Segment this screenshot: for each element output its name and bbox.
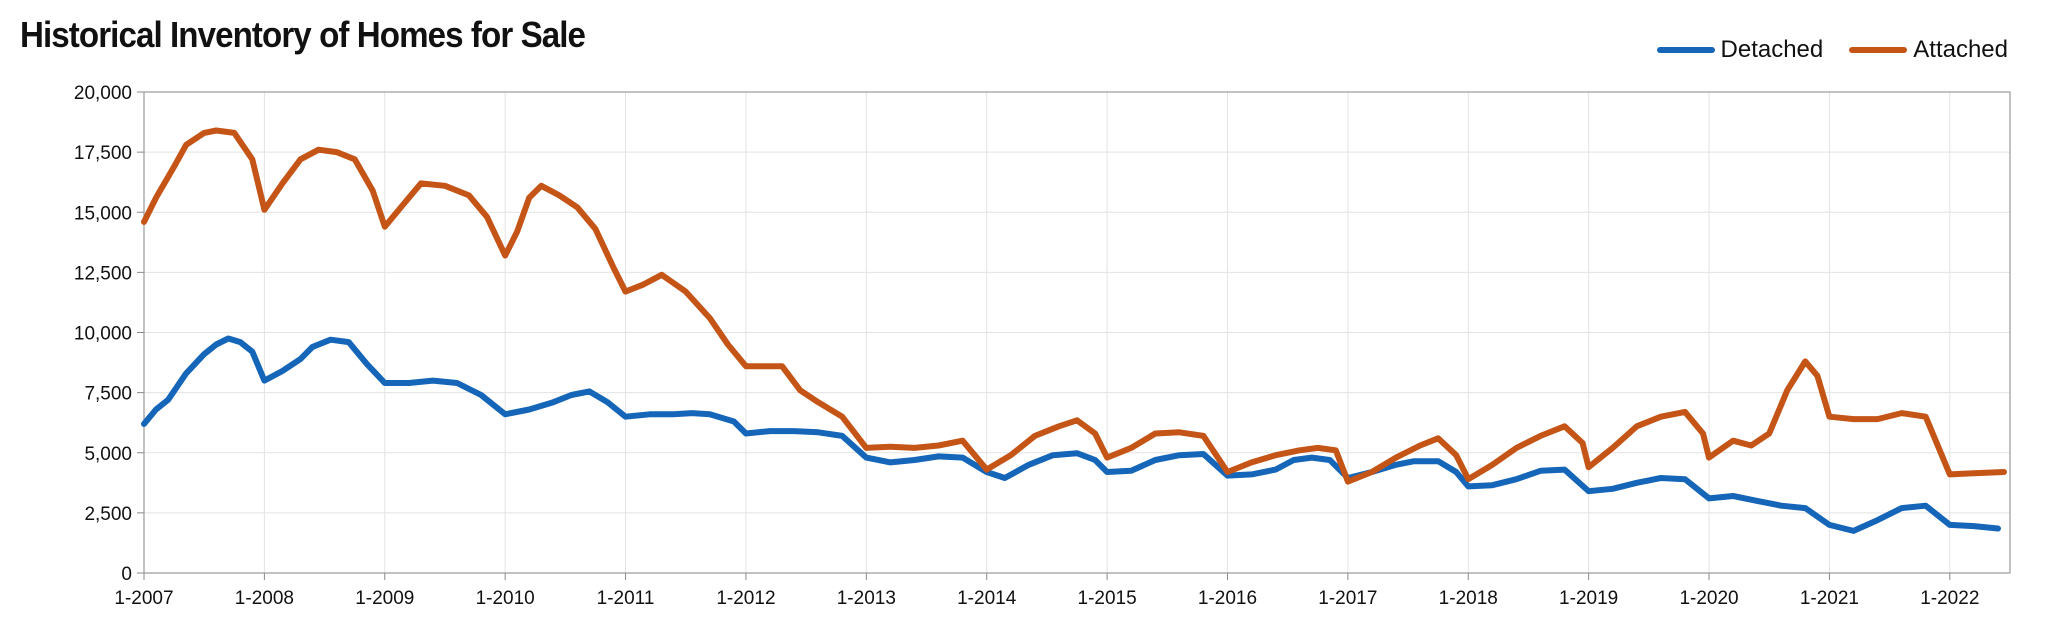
x-tick-label: 1-2010 <box>476 588 535 609</box>
x-tick-label: 1-2015 <box>1078 588 1137 609</box>
x-tick-label: 1-2013 <box>837 588 896 609</box>
x-tick-label: 1-2018 <box>1439 588 1498 609</box>
series-line-detached <box>141 335 2001 534</box>
chart-title: Historical Inventory of Homes for Sale <box>20 14 586 55</box>
legend: Detached Attached <box>1656 36 2008 64</box>
plot-frame <box>143 91 2011 574</box>
x-tick-label: 1-2012 <box>716 588 775 609</box>
x-tick-label: 1-2017 <box>1318 588 1377 609</box>
x-tick-label: 1-2016 <box>1198 588 1257 609</box>
legend-label-attached: Attached <box>1913 36 2008 63</box>
x-tick-label: 1-2014 <box>957 588 1017 609</box>
legend-swatch-detached <box>1656 47 1715 53</box>
x-tick-label: 1-2008 <box>235 588 294 609</box>
y-tick-label: 12,500 <box>74 263 132 284</box>
series-line-attached <box>141 127 2007 485</box>
x-tick-label: 1-2011 <box>597 588 655 609</box>
y-tick-label: 2,500 <box>84 504 132 525</box>
x-tick-label: 1-2020 <box>1679 588 1738 609</box>
x-tick-label: 1-2019 <box>1559 588 1618 609</box>
y-tick-label: 0 <box>121 564 132 585</box>
y-tick-label: 10,000 <box>74 324 132 345</box>
x-tick-label: 1-2007 <box>114 588 173 609</box>
x-tick-label: 1-2009 <box>355 588 414 609</box>
y-tick-label: 20,000 <box>74 83 132 104</box>
legend-item-detached[interactable]: Detached <box>1656 36 1824 64</box>
y-tick-label: 17,500 <box>74 143 132 164</box>
legend-swatch-attached <box>1849 47 1908 53</box>
legend-label-detached: Detached <box>1720 36 1824 63</box>
x-tick-label: 1-2022 <box>1920 588 1979 609</box>
x-tick-label: 1-2021 <box>1800 588 1859 609</box>
legend-item-attached[interactable]: Attached <box>1849 36 2008 64</box>
y-tick-label: 7,500 <box>84 384 132 405</box>
y-tick-label: 15,000 <box>74 203 132 224</box>
y-tick-label: 5,000 <box>84 444 132 465</box>
